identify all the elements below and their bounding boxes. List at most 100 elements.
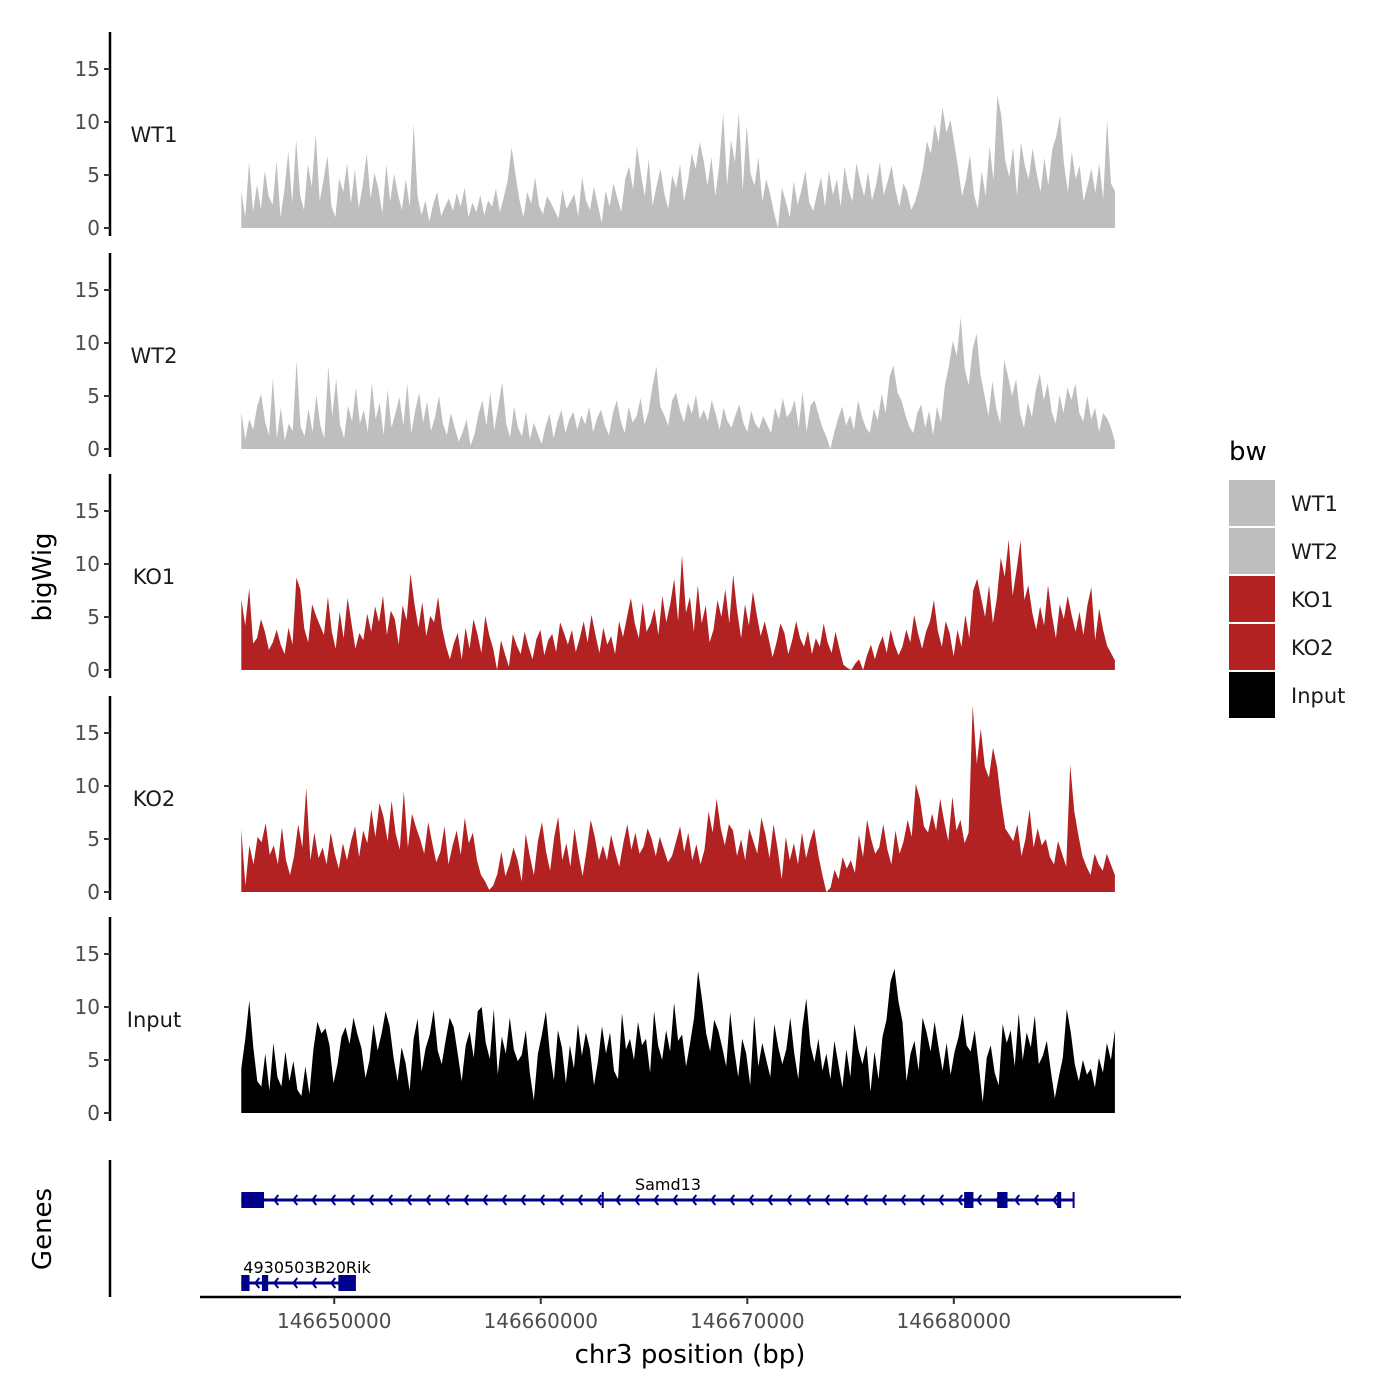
strand-arrow bbox=[482, 1194, 489, 1206]
legend-label-input: Input bbox=[1291, 684, 1345, 708]
y-tick-label: 5 bbox=[87, 605, 100, 629]
area-ko1 bbox=[241, 539, 1115, 670]
strand-arrow bbox=[311, 1194, 318, 1206]
exon bbox=[241, 1275, 250, 1291]
y-tick-label: 10 bbox=[75, 110, 100, 134]
strand-arrow bbox=[539, 1194, 546, 1206]
strand-arrow bbox=[520, 1194, 527, 1206]
gene-track: Samd13 4930503B20Rik bbox=[108, 1160, 1075, 1297]
area-ko2 bbox=[241, 705, 1115, 892]
y-tick-label: 10 bbox=[75, 995, 100, 1019]
y-tick-label: 5 bbox=[87, 163, 100, 187]
legend-key-input bbox=[1229, 672, 1275, 718]
signal-tracks: 0 5 10 15 WT1 0 5 10 15 WT2 0 5 10 15 KO1 0 5 10 15 KO2 0 5 10… bbox=[75, 32, 1115, 1125]
strand-arrow bbox=[330, 1194, 337, 1206]
strand-arrow bbox=[444, 1194, 451, 1206]
gene-4930503b20rik: 4930503B20Rik bbox=[241, 1258, 371, 1291]
strand-arrow bbox=[273, 1277, 280, 1289]
y-tick-label: 10 bbox=[75, 552, 100, 576]
strand-arrow bbox=[881, 1194, 888, 1206]
exon bbox=[997, 1192, 1008, 1208]
strand-arrow bbox=[919, 1194, 926, 1206]
y-tick-label: 10 bbox=[75, 774, 100, 798]
strand-arrow bbox=[615, 1194, 622, 1206]
strand-arrow bbox=[330, 1277, 337, 1289]
x-axis: 146650000 146660000 146670000 146680000 bbox=[200, 1295, 1181, 1333]
y-tick-label: 15 bbox=[75, 721, 100, 745]
strand-arrow bbox=[653, 1194, 660, 1206]
strand-arrow bbox=[805, 1194, 812, 1206]
legend-key-wt1 bbox=[1229, 480, 1275, 526]
strand-arrow bbox=[368, 1194, 375, 1206]
legend-key-ko1 bbox=[1229, 576, 1275, 622]
area-wt2 bbox=[241, 317, 1115, 449]
strand-arrow bbox=[862, 1194, 869, 1206]
legend-label-ko1: KO1 bbox=[1291, 588, 1334, 612]
x-axis-title: chr3 position (bp) bbox=[575, 1340, 806, 1370]
strand-arrow bbox=[273, 1194, 280, 1206]
genes-axis-title: Genes bbox=[28, 1188, 58, 1270]
strand-arrow bbox=[558, 1194, 565, 1206]
strand-arrow bbox=[634, 1194, 641, 1206]
strand-arrow bbox=[957, 1194, 964, 1206]
track-label-wt2: WT2 bbox=[131, 344, 178, 368]
exon bbox=[338, 1275, 355, 1291]
panel-wt1: 0 5 10 15 WT1 bbox=[75, 32, 1115, 240]
strand-arrow bbox=[292, 1194, 299, 1206]
strand-arrow bbox=[672, 1194, 679, 1206]
gene-samd13: Samd13 bbox=[241, 1175, 1075, 1208]
y-tick-label: 0 bbox=[87, 880, 100, 904]
strand-arrow bbox=[900, 1194, 907, 1206]
y-tick-label: 5 bbox=[87, 384, 100, 408]
strand-arrow bbox=[254, 1277, 261, 1289]
strand-arrow bbox=[1014, 1194, 1021, 1206]
strand-arrow bbox=[710, 1194, 717, 1206]
exon bbox=[241, 1192, 265, 1208]
gene-label: Samd13 bbox=[635, 1175, 701, 1194]
strand-arrow bbox=[463, 1194, 470, 1206]
x-tick-label: 146670000 bbox=[690, 1309, 805, 1333]
y-tick-label: 15 bbox=[75, 499, 100, 523]
y-tick-label: 0 bbox=[87, 658, 100, 682]
y-axis-title: bigWig bbox=[28, 532, 58, 621]
strand-arrow bbox=[596, 1194, 603, 1206]
strand-arrow bbox=[824, 1194, 831, 1206]
strand-arrow bbox=[501, 1194, 508, 1206]
y-tick-label: 0 bbox=[87, 216, 100, 240]
area-wt1 bbox=[241, 95, 1115, 228]
x-tick-label: 146660000 bbox=[484, 1309, 599, 1333]
strand-arrow bbox=[577, 1194, 584, 1206]
y-tick-label: 15 bbox=[75, 942, 100, 966]
strand-arrow bbox=[691, 1194, 698, 1206]
panel-wt2: 0 5 10 15 WT2 bbox=[75, 253, 1115, 461]
legend-label-ko2: KO2 bbox=[1291, 636, 1334, 660]
legend-key-wt2 bbox=[1229, 528, 1275, 574]
panel-ko2: 0 5 10 15 KO2 bbox=[75, 696, 1115, 904]
strand-arrow bbox=[1052, 1194, 1059, 1206]
strand-arrow bbox=[387, 1194, 394, 1206]
track-label-wt1: WT1 bbox=[131, 123, 178, 147]
strand-arrow bbox=[729, 1194, 736, 1206]
strand-arrow bbox=[425, 1194, 432, 1206]
exon bbox=[964, 1192, 974, 1208]
legend-key-ko2 bbox=[1229, 624, 1275, 670]
strand-arrow bbox=[311, 1277, 318, 1289]
strand-arrow bbox=[843, 1194, 850, 1206]
strand-arrow bbox=[349, 1194, 356, 1206]
gene-label: 4930503B20Rik bbox=[243, 1258, 371, 1277]
track-label-input: Input bbox=[127, 1008, 181, 1032]
strand-arrow bbox=[938, 1194, 945, 1206]
y-tick-label: 15 bbox=[75, 278, 100, 302]
strand-arrow bbox=[767, 1194, 774, 1206]
strand-arrow bbox=[1033, 1194, 1040, 1206]
panel-input: 0 5 10 15 Input bbox=[75, 917, 1115, 1125]
y-tick-label: 0 bbox=[87, 437, 100, 461]
y-tick-label: 5 bbox=[87, 827, 100, 851]
panel-ko1: 0 5 10 15 KO1 bbox=[75, 474, 1115, 682]
strand-arrow bbox=[748, 1194, 755, 1206]
exon bbox=[1057, 1192, 1062, 1208]
strand-arrow bbox=[292, 1277, 299, 1289]
strand-arrow bbox=[976, 1194, 983, 1206]
legend-title: bw bbox=[1229, 437, 1267, 467]
